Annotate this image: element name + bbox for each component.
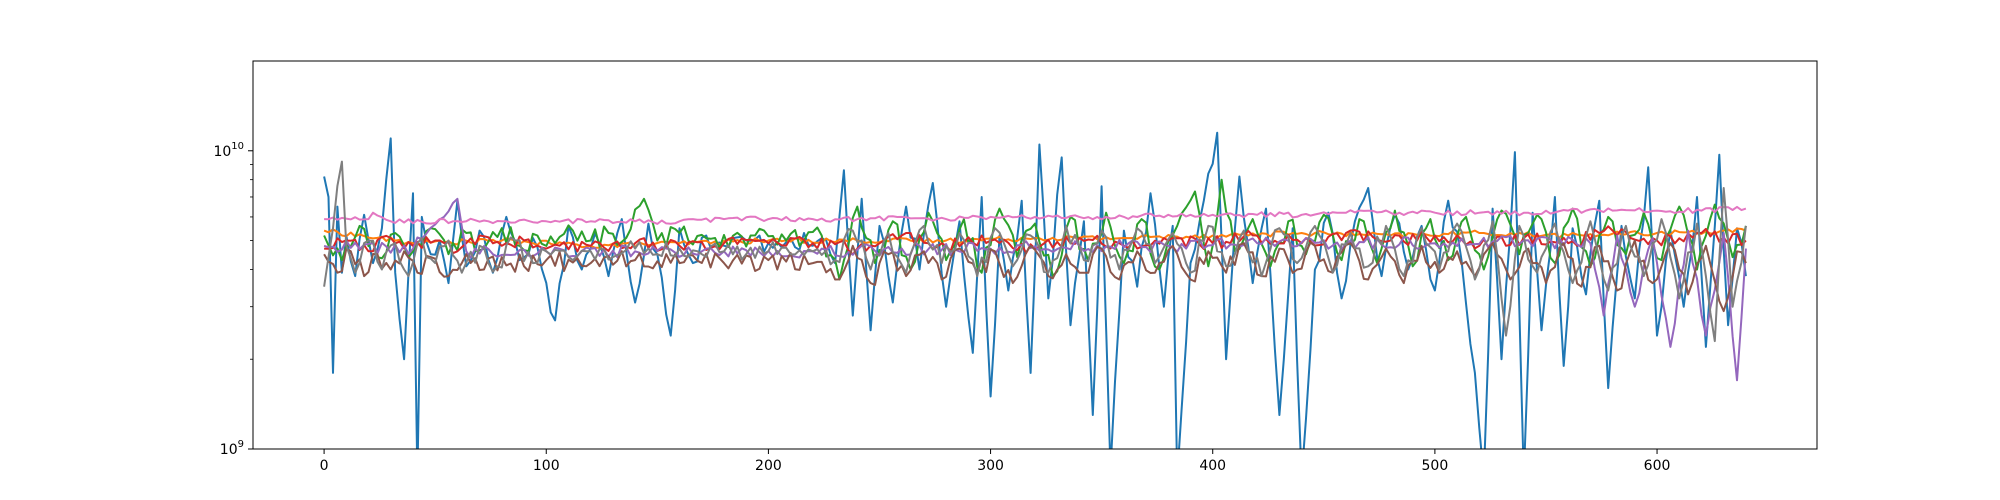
x-axis-ticks: 0 100 200 300 400 500 600	[320, 449, 1671, 474]
x-tick-label: 200	[755, 458, 782, 474]
series-line-6	[323, 239, 1747, 313]
axes-frame	[252, 60, 1818, 450]
x-tick-label: 100	[533, 458, 560, 474]
y-tick-label: 109	[220, 439, 244, 458]
series-line-3	[323, 178, 1747, 281]
x-tick-label: 0	[320, 458, 329, 474]
x-tick-label: 500	[1422, 458, 1449, 474]
y-axis-ticks: 109 1010	[213, 141, 253, 458]
series-line-1	[323, 131, 1747, 449]
x-tick-label: 300	[977, 458, 1004, 474]
x-tick-label: 600	[1644, 458, 1671, 474]
series-line-5	[323, 197, 1747, 382]
series-line-7	[324, 205, 1747, 225]
series-layer	[323, 131, 1747, 449]
x-tick-label: 400	[1199, 458, 1226, 474]
y-tick-label: 1010	[213, 141, 244, 160]
series-line-8	[323, 160, 1747, 343]
